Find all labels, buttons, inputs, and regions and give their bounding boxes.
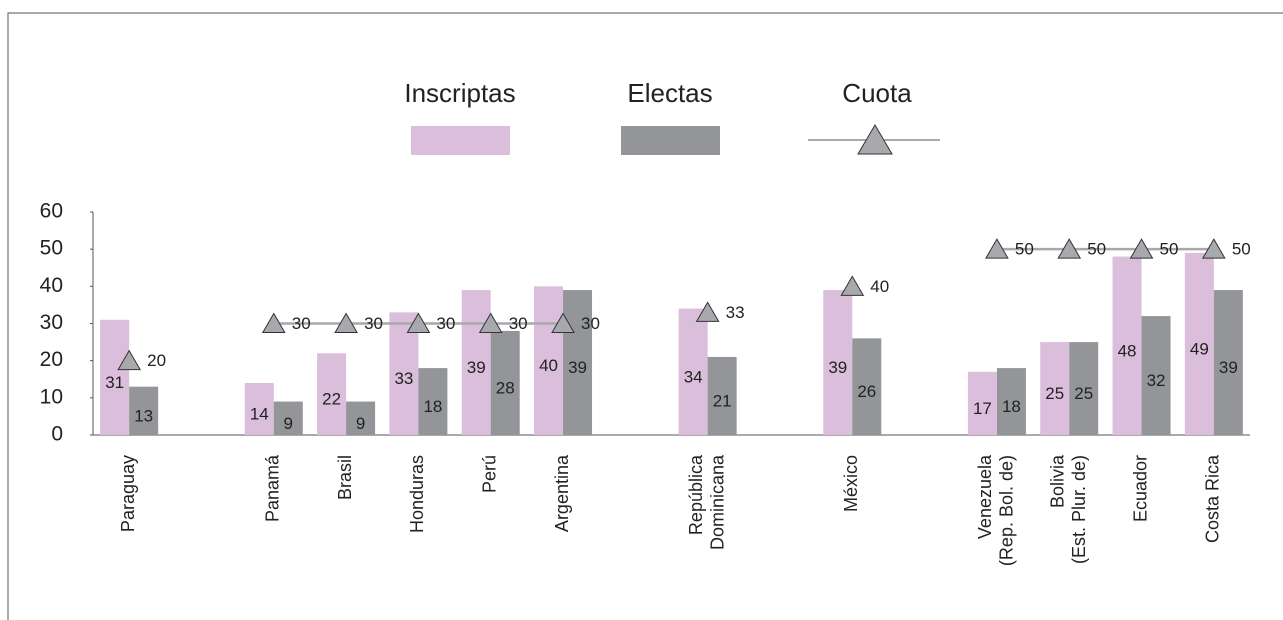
data-label: 30 bbox=[364, 314, 383, 333]
data-label: 21 bbox=[713, 391, 732, 410]
bar bbox=[967, 371, 997, 435]
data-label: 40 bbox=[870, 277, 889, 296]
frame bbox=[7, 12, 1283, 620]
triangle-marker bbox=[261, 312, 286, 333]
triangle-marker bbox=[695, 301, 720, 322]
triangle-marker bbox=[478, 312, 503, 333]
bar bbox=[852, 338, 882, 435]
y-tick-label: 30 bbox=[40, 311, 63, 334]
bar bbox=[1184, 252, 1214, 435]
data-label: 50 bbox=[1015, 240, 1034, 259]
bar bbox=[534, 286, 564, 435]
y-tick-label: 0 bbox=[51, 423, 63, 446]
data-label: 20 bbox=[147, 351, 166, 370]
y-tick-label: 60 bbox=[40, 200, 63, 223]
triangle-marker bbox=[1129, 238, 1154, 259]
x-tick-label: México bbox=[841, 455, 861, 512]
triangle-marker bbox=[840, 275, 865, 296]
x-tick-label: RepúblicaDominicana bbox=[686, 454, 728, 550]
data-label: 48 bbox=[1118, 341, 1137, 360]
data-label: 31 bbox=[105, 373, 124, 392]
data-label: 22 bbox=[322, 390, 341, 409]
data-label: 30 bbox=[509, 314, 528, 333]
data-label: 34 bbox=[684, 367, 703, 386]
x-tick-label: Bolivia(Est. Plur. de) bbox=[1047, 454, 1089, 564]
x-tick-label: Costa Rica bbox=[1203, 454, 1223, 543]
legend-label: Inscriptas bbox=[404, 78, 515, 108]
triangle-marker bbox=[334, 312, 358, 333]
bar bbox=[346, 401, 376, 435]
legend-label: Cuota bbox=[842, 78, 912, 108]
legend-swatch bbox=[621, 126, 720, 155]
legend-label: Electas bbox=[627, 78, 712, 108]
data-label: 18 bbox=[1002, 397, 1021, 416]
data-label: 28 bbox=[496, 378, 515, 397]
bar bbox=[418, 368, 448, 435]
x-tick-label: Paraguay bbox=[118, 455, 138, 532]
bar bbox=[563, 290, 593, 435]
triangle-marker bbox=[985, 238, 1009, 259]
data-label: 25 bbox=[1074, 384, 1093, 403]
data-label: 26 bbox=[857, 382, 876, 401]
data-label: 50 bbox=[1087, 240, 1106, 259]
bar bbox=[1040, 342, 1070, 435]
bar bbox=[707, 356, 737, 435]
bar bbox=[273, 401, 303, 435]
y-tick-label: 40 bbox=[40, 274, 63, 297]
data-label: 39 bbox=[828, 358, 847, 377]
bar bbox=[317, 353, 347, 435]
data-label: 50 bbox=[1232, 240, 1251, 259]
x-tick-label: Panamá bbox=[263, 454, 283, 522]
data-label: 33 bbox=[394, 369, 413, 388]
data-label: 33 bbox=[726, 303, 745, 322]
data-label: 30 bbox=[436, 314, 455, 333]
data-label: 18 bbox=[423, 397, 442, 416]
y-tick-label: 20 bbox=[40, 348, 63, 371]
y-tick-label: 10 bbox=[40, 385, 63, 408]
bar bbox=[100, 319, 130, 435]
data-label: 14 bbox=[250, 404, 269, 423]
data-label: 50 bbox=[1160, 240, 1179, 259]
x-tick-label: Honduras bbox=[407, 455, 427, 533]
data-label: 13 bbox=[134, 406, 153, 425]
data-label: 40 bbox=[539, 356, 558, 375]
data-label: 32 bbox=[1147, 371, 1166, 390]
triangle-marker bbox=[1057, 238, 1082, 259]
x-tick-label: Argentina bbox=[552, 454, 572, 532]
data-label: 49 bbox=[1190, 339, 1209, 358]
bar bbox=[1112, 256, 1142, 435]
legend-triangle bbox=[857, 124, 893, 155]
bar bbox=[490, 330, 520, 435]
bar bbox=[678, 308, 708, 435]
triangle-marker bbox=[117, 349, 142, 371]
y-tick-label: 50 bbox=[40, 237, 63, 260]
bar bbox=[823, 290, 853, 435]
data-label: 17 bbox=[973, 399, 992, 418]
data-label: 39 bbox=[1219, 358, 1238, 377]
data-label: 30 bbox=[292, 314, 311, 333]
x-tick-label: Perú bbox=[479, 455, 499, 493]
legend-swatch bbox=[411, 126, 510, 155]
bar bbox=[129, 386, 159, 435]
bar bbox=[996, 368, 1026, 435]
x-tick-label: Venezuela(Rep. Bol. de) bbox=[975, 454, 1017, 566]
triangle-marker bbox=[406, 312, 431, 333]
triangle-marker bbox=[551, 312, 575, 333]
data-label: 9 bbox=[356, 414, 365, 433]
bar bbox=[244, 382, 274, 435]
data-label: 39 bbox=[568, 358, 587, 377]
x-tick-label: Ecuador bbox=[1130, 455, 1150, 522]
bar bbox=[1069, 342, 1099, 435]
x-tick-label: Brasil bbox=[335, 455, 355, 500]
bar bbox=[1213, 290, 1243, 435]
bar bbox=[1141, 316, 1171, 435]
data-label: 9 bbox=[284, 414, 293, 433]
triangle-marker bbox=[1201, 238, 1226, 259]
data-label: 39 bbox=[467, 358, 486, 377]
bar bbox=[461, 290, 491, 435]
data-label: 25 bbox=[1045, 384, 1064, 403]
data-label: 30 bbox=[581, 314, 600, 333]
